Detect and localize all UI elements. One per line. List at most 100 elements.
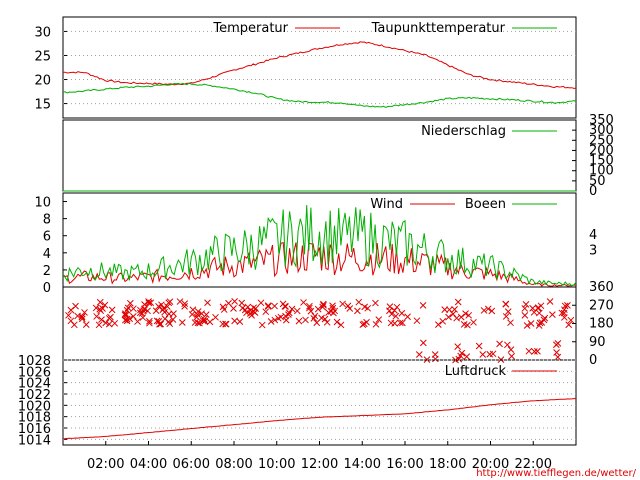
direction-point [134,318,141,325]
y-tick-label: 25 [34,49,51,64]
x-tick-label: 14:00 [344,457,381,472]
x-tick-label: 20:00 [472,457,509,472]
direction-point [549,311,556,318]
legend-label: Wind [370,197,403,212]
direction-point [258,321,266,329]
direction-point [111,319,119,327]
y-tick-label: 1014 [18,433,51,448]
direction-point [147,299,155,307]
direction-point [206,318,214,326]
direction-point [434,321,442,329]
y-tick-label: 1018 [18,411,51,426]
right-tick-label: 3 [589,243,597,258]
direction-point [139,314,147,321]
y-tick-label: 100 [589,164,614,179]
right-tick-label: 4 [589,228,597,243]
legend-label: Taupunkttemperatur [371,21,506,36]
direction-point [155,302,162,310]
direction-point [337,321,345,329]
direction-point [451,306,458,313]
direction-point [307,307,315,315]
direction-point [144,307,151,315]
direction-point [535,309,543,317]
x-tick-label: 02:00 [87,457,124,472]
y-tick-label: 1026 [18,365,51,380]
direction-point [508,352,515,360]
direction-point [553,349,560,356]
direction-point [333,318,341,326]
direction-point [522,301,530,308]
direction-point [413,317,421,325]
direction-point [391,319,399,327]
direction-point [525,347,533,355]
direction-point [178,319,186,326]
direction-point [95,321,103,329]
panel-frame-temperature [62,16,577,119]
y-tick-label: 1016 [18,422,51,437]
direction-point [527,320,535,327]
direction-point [502,313,510,320]
y-tick-label: 0 [589,353,597,368]
direction-point [463,353,471,361]
direction-point [282,316,290,324]
legend-label: Temperatur [212,21,288,36]
direction-point [344,302,352,310]
direction-point [396,319,404,327]
direction-point [323,318,331,326]
direction-point [285,309,293,317]
direction-point [108,306,116,314]
direction-point [123,315,131,323]
direction-point [339,300,346,308]
direction-point [67,306,75,314]
y-tick-label: 150 [589,154,614,169]
x-tick-label: 22:00 [515,457,552,472]
direction-point [454,343,462,350]
direction-point [565,321,573,329]
direction-point [311,312,319,320]
direction-point [271,316,279,324]
direction-point [161,308,168,316]
direction-point [558,309,566,317]
direction-point [318,314,325,322]
footer-url: http://www.tiefflegen.de/wetter/ [476,468,636,479]
direction-point [546,298,554,305]
direction-point [124,304,132,312]
y-tick-label: 50 [589,174,606,189]
direction-point [92,304,100,312]
series-line-luftdruck [62,398,576,440]
direction-point [521,305,529,312]
direction-point [181,303,188,310]
x-tick-label: 16:00 [386,457,423,472]
direction-point [534,347,541,355]
direction-point [202,311,210,318]
y-tick-label: 200 [589,143,614,158]
y-tick-label: 0 [43,281,51,296]
direction-point [105,320,113,328]
direction-point [236,318,244,325]
y-tick-label: 300 [589,123,614,138]
direction-point [163,303,171,310]
direction-point [267,318,275,325]
series-line-wind [62,241,577,287]
direction-point [130,305,137,313]
y-tick-label: 30 [34,25,51,40]
direction-point [99,305,106,312]
direction-point [488,307,496,315]
y-tick-label: 270 [589,298,614,313]
direction-point [391,306,398,314]
direction-point [257,299,265,307]
direction-point [166,298,174,306]
legend-label: Niederschlag [421,124,506,139]
direction-point [105,315,113,322]
direction-point [129,313,137,320]
direction-point [146,319,153,327]
direction-point [554,340,562,347]
direction-point [98,316,105,323]
direction-point [238,299,246,307]
direction-point [504,308,512,315]
direction-point [359,321,367,329]
direction-point [560,309,568,317]
direction-point [439,317,447,325]
